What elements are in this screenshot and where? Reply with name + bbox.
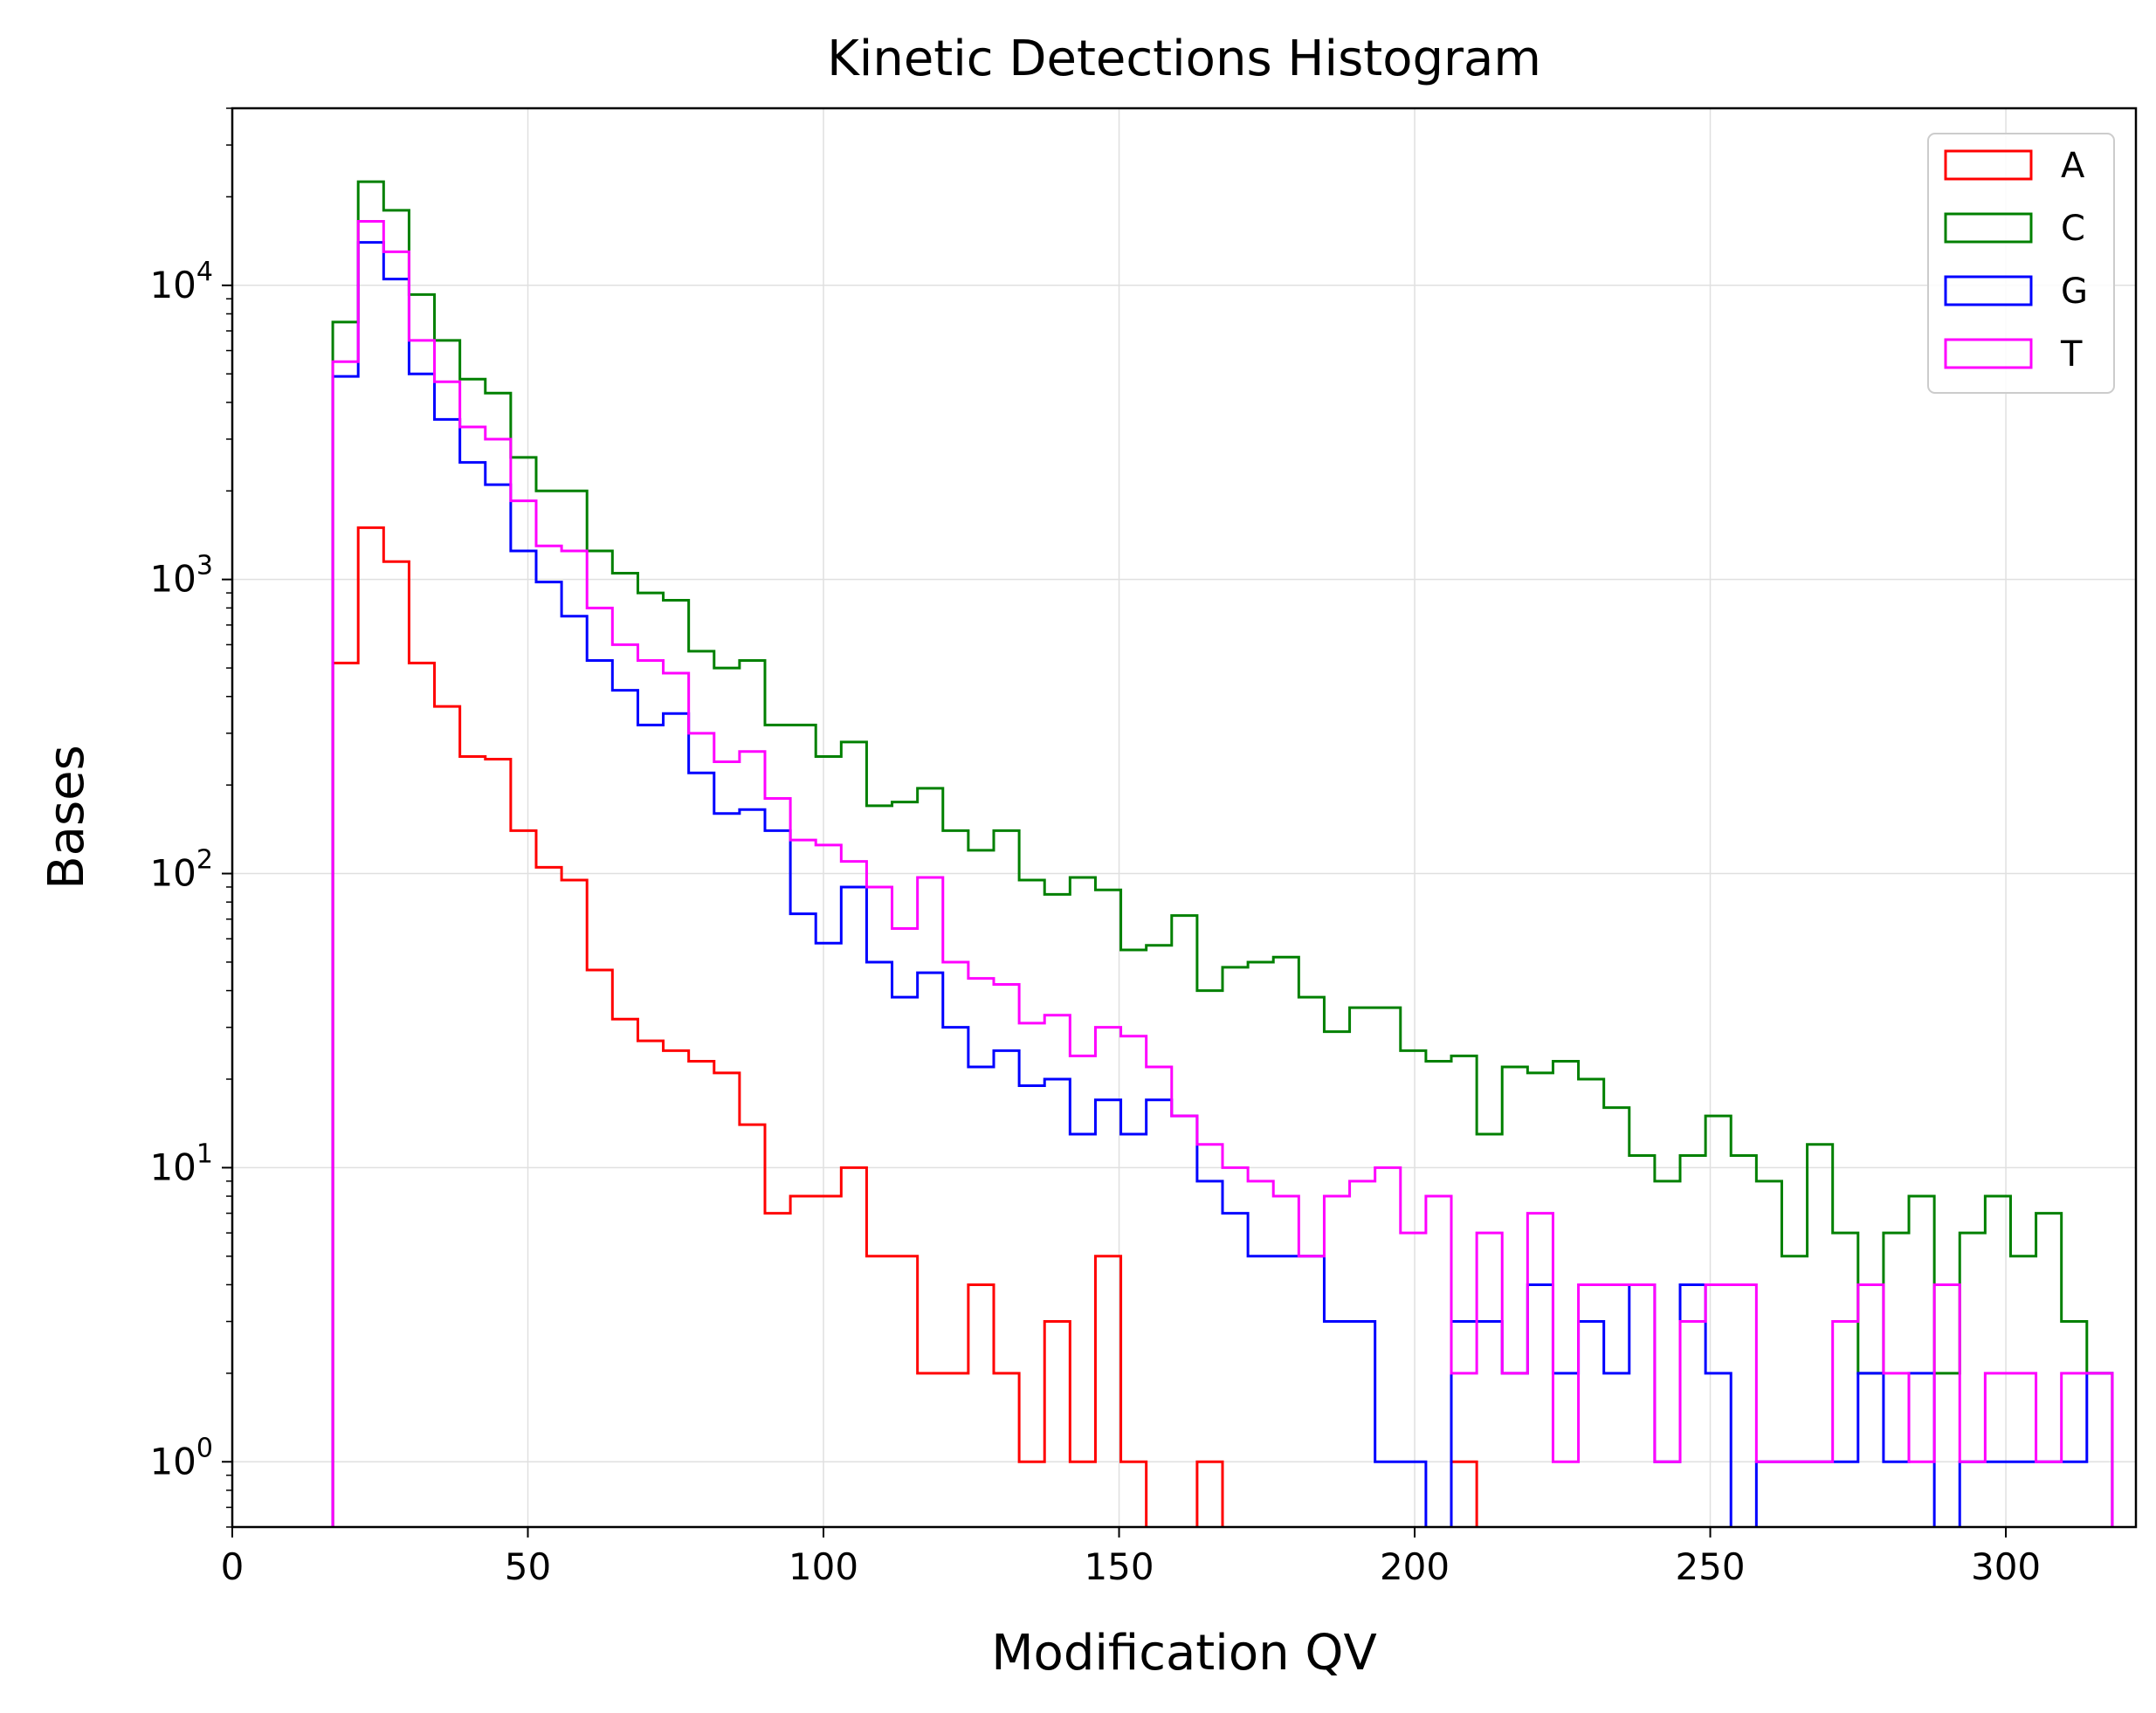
legend-swatch-a (1944, 149, 2033, 181)
x-tick-label: 200 (1380, 1545, 1450, 1588)
legend-swatch-g (1944, 275, 2033, 306)
legend-label-c: C (2061, 209, 2085, 249)
x-tick-label: 300 (1971, 1545, 2041, 1588)
x-tick-label: 0 (221, 1545, 245, 1588)
series-g-line (331, 241, 2114, 1527)
y-tick-label: 102 (149, 845, 213, 895)
legend-label-t: T (2060, 334, 2083, 375)
y-tick-label: 101 (149, 1139, 213, 1188)
grid-lines (231, 108, 2136, 1527)
series-layer (331, 180, 2114, 1527)
x-tick-label: 250 (1675, 1545, 1745, 1588)
chart-title: Kinetic Detections Histogram (827, 31, 1541, 87)
y-tick-label: 100 (149, 1433, 213, 1483)
y-axis-label: Bases (38, 745, 95, 890)
legend-swatch-c (1944, 212, 2033, 244)
legend-box (1927, 133, 2115, 394)
legend-label-a: A (2061, 146, 2085, 186)
y-tick-label: 103 (149, 551, 213, 601)
series-t-line (331, 220, 2114, 1527)
y-tick-label: 104 (149, 257, 213, 306)
x-axis-label: Modification QV (991, 1625, 1377, 1682)
legend-swatch-t (1944, 338, 2033, 369)
legend-label-g: G (2061, 272, 2088, 312)
plot-frame (231, 107, 2138, 1529)
x-tick-label: 100 (789, 1545, 858, 1588)
y-axis: 100 101 102 103 104 (149, 107, 232, 1528)
x-axis: 0 50 100 150 200 250 300 (221, 1527, 2041, 1588)
series-a-line (331, 526, 1478, 1527)
x-tick-label: 50 (505, 1545, 551, 1588)
series-c-line (331, 180, 2114, 1527)
x-tick-label: 150 (1084, 1545, 1154, 1588)
